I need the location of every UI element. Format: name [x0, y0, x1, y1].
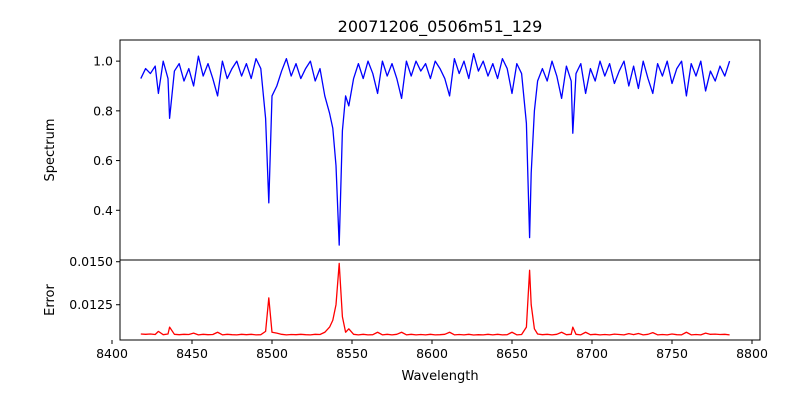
- error-xtick-label: 8450: [176, 346, 208, 361]
- error-xtick-label: 8550: [336, 346, 368, 361]
- spectrum-ytick-label: 0.6: [93, 153, 113, 168]
- error-axes-frame: [119, 259, 761, 341]
- error-xtick-label: 8800: [736, 346, 768, 361]
- wavelength-axis-label: Wavelength: [401, 369, 478, 384]
- error-xtick-label: 8500: [256, 346, 288, 361]
- error-xtick-label: 8700: [576, 346, 608, 361]
- spectrum-axis-label: Spectrum: [43, 119, 58, 182]
- spectrum-ytick-label: 0.4: [93, 203, 113, 218]
- error-xtick-label: 8650: [496, 346, 528, 361]
- error-ytick-label: 0.0150: [69, 254, 113, 269]
- error-ytick-label: 0.0125: [69, 297, 113, 312]
- spectrum-series-line: [140, 53, 731, 246]
- spectrum-ytick-label: 1.0: [93, 54, 113, 69]
- chart-title: 20071206_0506m51_129: [338, 17, 543, 37]
- spectrum-ytick-label: 0.8: [93, 103, 113, 118]
- error-xtick-label: 8600: [416, 346, 448, 361]
- error-xtick-label: 8750: [656, 346, 688, 361]
- error-panel: 0.0125 0.0150 8400 8450 8500 8550 8600 8650 8700…: [69, 254, 768, 361]
- error-xtick-label: 8400: [96, 346, 128, 361]
- error-series-line: [140, 262, 730, 336]
- error-axis-label: Error: [43, 284, 58, 316]
